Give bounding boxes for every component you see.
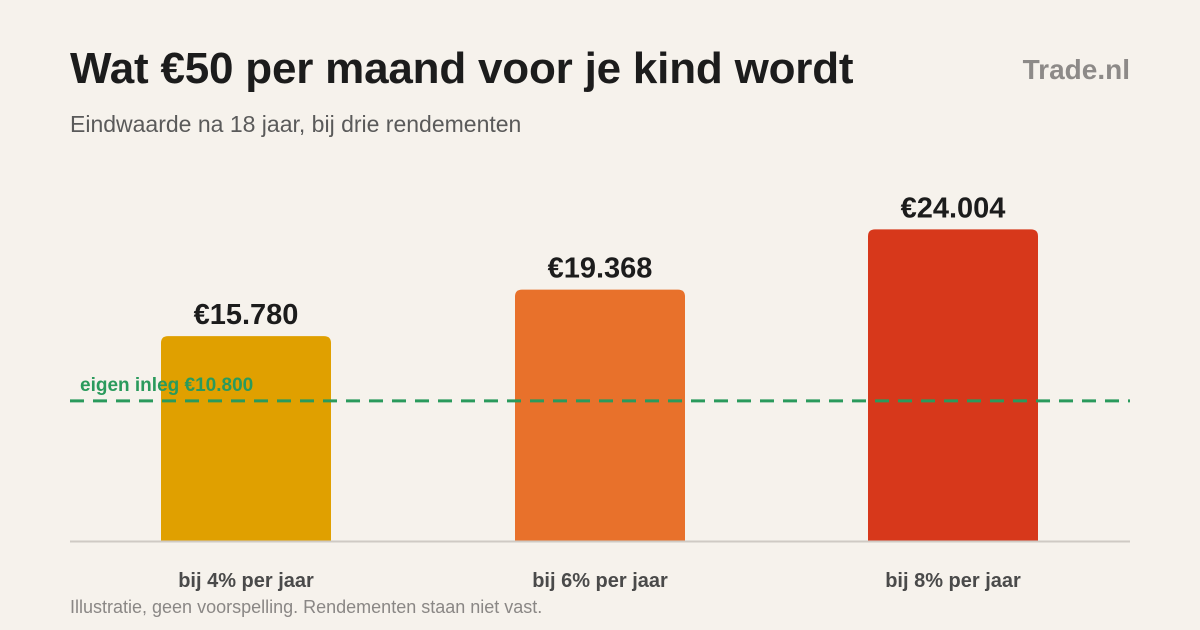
page-title: Wat €50 per maand voor je kind wordt	[70, 44, 854, 93]
bar-group: €15.780 bij 4% per jaar	[161, 299, 331, 592]
category-label: bij 4% per jaar	[178, 570, 314, 592]
bar	[515, 289, 685, 541]
brand-logo: Trade.nl	[1022, 54, 1130, 85]
page-subtitle: Eindwaarde na 18 jaar, bij drie rendemen…	[70, 111, 522, 137]
reference-line-label: eigen inleg €10.800	[80, 375, 253, 396]
value-label: €19.368	[548, 253, 653, 285]
value-label: €24.004	[901, 192, 1006, 224]
footnote: Illustratie, geen voorspelling. Rendemen…	[70, 597, 543, 617]
bar	[161, 336, 331, 541]
value-label: €15.780	[194, 299, 299, 331]
bar	[868, 229, 1038, 541]
bar-group: €19.368 bij 6% per jaar	[515, 253, 685, 592]
bar-group: €24.004 bij 8% per jaar	[868, 192, 1038, 592]
category-label: bij 6% per jaar	[532, 570, 668, 592]
category-label: bij 8% per jaar	[885, 570, 1021, 592]
